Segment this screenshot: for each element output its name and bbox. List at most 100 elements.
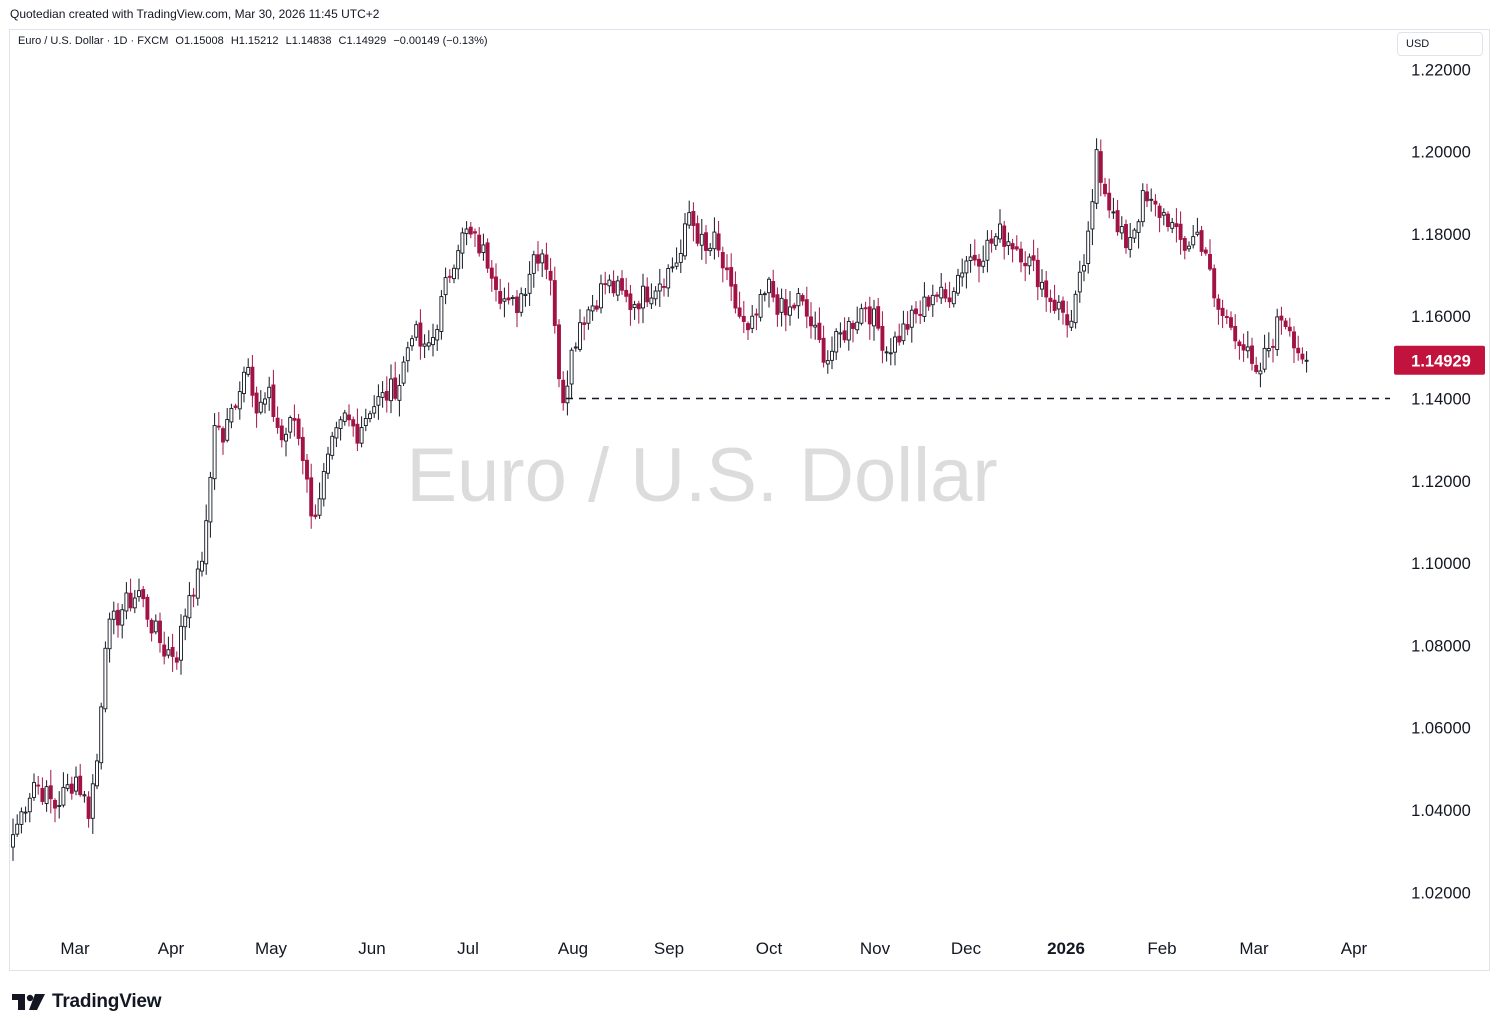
time-axis-tick-label: Jun (358, 939, 385, 958)
candle-body-down (783, 299, 788, 316)
candle-body-up (405, 347, 410, 362)
candle (275, 406, 280, 434)
candle-body-up (834, 331, 839, 353)
candle (515, 290, 519, 328)
candle (305, 453, 309, 493)
candle (1279, 306, 1284, 335)
candle (1250, 337, 1254, 371)
candle-body-down (418, 322, 423, 347)
candle-body-up (565, 385, 570, 404)
candle-body-up (922, 296, 927, 317)
candle-body-down (746, 323, 750, 331)
candle (821, 325, 826, 368)
candle (36, 775, 41, 795)
candle (699, 219, 704, 260)
candle (678, 239, 683, 274)
candle-body-up (813, 324, 818, 328)
candle-body-up (901, 323, 906, 342)
candle (1069, 310, 1074, 331)
candle (825, 350, 830, 374)
candle (1149, 188, 1154, 212)
candle-body-up (1082, 265, 1086, 272)
candle-body-up (767, 278, 771, 294)
candle (1208, 239, 1212, 272)
candle-body-down (1061, 300, 1065, 313)
candle (872, 299, 876, 341)
candle-body-down (977, 258, 981, 267)
candle-body-up (1266, 348, 1271, 352)
candle-body-up (1094, 149, 1099, 204)
candle (746, 321, 750, 341)
candle (166, 636, 171, 659)
candle-body-down (561, 379, 566, 404)
candle (636, 300, 641, 324)
candle (111, 601, 116, 635)
candle-body-down (1212, 268, 1217, 299)
candle-body-down (313, 514, 318, 518)
candle-body-down (468, 226, 473, 235)
candle (523, 288, 528, 307)
candle-body-down (1250, 345, 1254, 364)
candle (607, 274, 612, 294)
candle-body-up (326, 453, 330, 474)
candle (170, 633, 175, 672)
candle-body-up (99, 706, 104, 764)
candle-body-up (208, 476, 213, 523)
candle (809, 302, 813, 339)
candle-body-up (1140, 190, 1145, 223)
candle-body-up (229, 407, 234, 423)
candle (351, 416, 356, 437)
candle (61, 772, 66, 808)
candle-body-up (1275, 316, 1280, 350)
price-axis[interactable]: 1.22000 1.20000 1.18000 1.16000 1.14000 1.120… (1411, 61, 1471, 902)
candle-body-up (1119, 226, 1124, 234)
watermark-text: Euro / U.S. Dollar (406, 433, 997, 518)
candle-body-down (170, 646, 175, 657)
candle-body-up (1006, 241, 1011, 247)
candle (1275, 308, 1280, 356)
candle (506, 282, 511, 305)
candle (158, 612, 162, 653)
candle (594, 299, 599, 312)
candle (1187, 241, 1191, 252)
time-axis[interactable]: Mar Apr May Jun Jul Aug Sep Oct Nov Dec 2026 Feb Mar… (60, 939, 1367, 958)
candle (762, 291, 767, 302)
candle (1056, 295, 1061, 321)
candle-body-up (540, 253, 545, 264)
candle (132, 589, 137, 614)
price-axis-tick-label: 1.14000 (1411, 391, 1471, 409)
price-axis-tick-label: 1.10000 (1411, 555, 1471, 573)
candle (998, 209, 1002, 243)
candle (225, 408, 230, 443)
candle (221, 426, 225, 455)
candle (99, 702, 104, 770)
price-axis-tick-label: 1.16000 (1411, 308, 1471, 326)
candle (149, 618, 154, 642)
candle-body-down (128, 592, 133, 609)
candle (1002, 220, 1007, 260)
candle (888, 338, 893, 366)
candle (300, 427, 305, 475)
candle-body-down (447, 275, 452, 278)
candle-body-up (132, 597, 137, 609)
currency-selector[interactable]: USD (1397, 32, 1483, 56)
candle (733, 271, 738, 314)
legend-low: L1.14838 (285, 35, 332, 47)
candle-body-down (620, 278, 624, 291)
legend-change: −0.00149 (−0.13%) (393, 35, 488, 47)
candle (569, 347, 574, 399)
candle-body-up (599, 283, 603, 309)
candle-body-up (750, 315, 755, 329)
time-axis-tick-label: Dec (951, 939, 982, 958)
candle-body-up (872, 308, 876, 327)
candle-body-up (615, 280, 620, 296)
candle (783, 288, 788, 332)
candle-body-up (187, 595, 192, 619)
candle (1065, 301, 1070, 338)
candle (943, 282, 948, 303)
candle (82, 790, 87, 803)
candle-body-up (44, 786, 49, 804)
candle-body-down (905, 324, 910, 330)
candle-body-up (531, 254, 536, 274)
